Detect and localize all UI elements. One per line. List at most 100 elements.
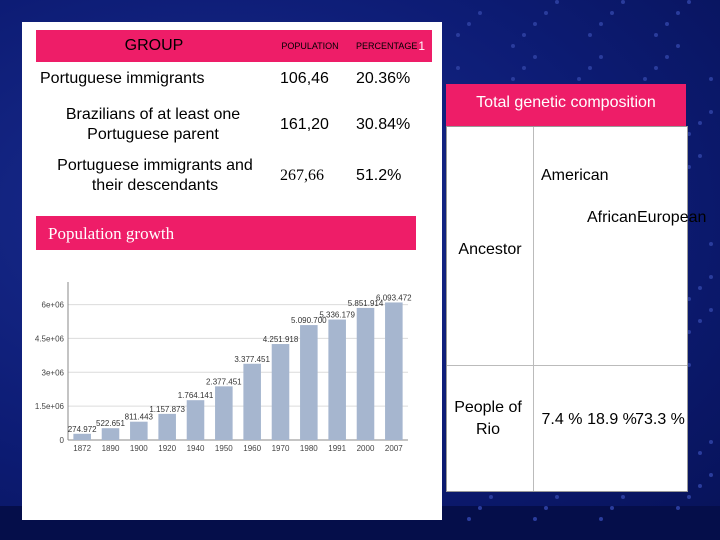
x-tick-label: 1872 (73, 444, 91, 453)
decor-dot (643, 77, 647, 81)
population-chart-svg: 0 1.5e+06 3e+06 4.5e+06 6e+06 274.972 1872 522.… (35, 282, 412, 453)
decor-dot (687, 132, 691, 136)
population-chart: 0 1.5e+06 3e+06 4.5e+06 6e+06 274.972 1872 522.… (28, 278, 414, 456)
bar-value-label: 522.651 (96, 419, 125, 428)
genetic-row-label-rio: People of Rio (454, 399, 522, 438)
genetic-col-american: American (541, 167, 609, 184)
row-3-percentage: 51.2% (356, 167, 402, 184)
bar-value-label: 5.090.700 (291, 316, 327, 325)
x-tick-label: 2007 (385, 444, 403, 453)
bar-value-label: 5.336.179 (319, 311, 355, 320)
decor-dot (687, 165, 691, 169)
bar-value-label: 811.443 (125, 413, 154, 422)
row-1-population: 106,46 (280, 70, 329, 87)
x-tick-label: 1970 (272, 444, 290, 453)
decor-dot (709, 308, 713, 312)
x-tick-label: 1980 (300, 444, 318, 453)
decor-dot (709, 110, 713, 114)
bar (130, 421, 148, 440)
row-3-population: 267,66 (280, 167, 324, 184)
decor-dot (577, 77, 581, 81)
decor-dot (533, 517, 537, 521)
decor-dot (665, 22, 669, 26)
decor-dot (698, 319, 702, 323)
bar (271, 344, 290, 440)
genetic-row-label-ancestor: Ancestor (458, 241, 522, 258)
y-tick-label: 6e+06 (42, 301, 65, 310)
row-1-group: Portuguese immigrants (40, 70, 205, 87)
decor-dot (533, 22, 537, 26)
decor-dot (522, 33, 526, 37)
decor-dot (456, 66, 460, 70)
bar (73, 433, 91, 440)
bar (328, 319, 346, 440)
decor-dot (555, 495, 559, 499)
decor-dot (478, 11, 482, 15)
header-marker: 1 (418, 39, 426, 53)
decor-dot (665, 55, 669, 59)
decor-dot (555, 0, 559, 4)
decor-dot (544, 11, 548, 15)
table-header: GROUP POPULATION PERCENTAGE 1 (36, 30, 432, 62)
bar-value-label: 1.157.873 (149, 405, 185, 414)
x-tick-label: 1920 (158, 444, 176, 453)
genetic-value-european: 73.3 % (635, 411, 685, 428)
x-tick-label: 1890 (102, 444, 120, 453)
decor-dot (687, 363, 691, 367)
bar (356, 307, 375, 440)
genetic-col-african: African (587, 209, 637, 226)
population-growth-banner: Population growth (36, 216, 416, 250)
bar-value-label: 4.251.918 (263, 335, 299, 344)
decor-dot (522, 66, 526, 70)
y-tick-label: 0 (60, 436, 65, 445)
decor-dot (467, 22, 471, 26)
decor-dot (709, 473, 713, 477)
x-tick-label: 2000 (357, 444, 375, 453)
decor-dot (676, 506, 680, 510)
x-tick-label: 1950 (215, 444, 233, 453)
decor-dot (588, 33, 592, 37)
genetic-title: Total genetic composition (476, 94, 656, 111)
decor-dot (698, 121, 702, 125)
row-2-group: Brazilians of at least one Portuguese pa… (65, 106, 241, 143)
decor-dot (676, 11, 680, 15)
y-tick-label: 3e+06 (42, 368, 65, 377)
genetic-table: Ancestor People of Rio American African … (446, 126, 706, 492)
decor-dot (511, 77, 515, 81)
decor-dot (610, 506, 614, 510)
decor-dot (687, 0, 691, 4)
header-group: GROUP (124, 37, 184, 54)
header-percentage-label: PERCENTAGE (356, 41, 418, 51)
decor-dot (456, 33, 460, 37)
bar-value-label: 5.851.914 (348, 299, 384, 308)
decor-dot (654, 66, 658, 70)
decor-dot (489, 495, 493, 499)
bar (215, 386, 233, 440)
decor-dot (621, 0, 625, 4)
bar (385, 302, 403, 440)
decor-dot (676, 44, 680, 48)
bar (243, 363, 261, 440)
genetic-value-american: 7.4 % (541, 411, 583, 428)
decor-dot (709, 77, 713, 81)
decor-dot (709, 275, 713, 279)
bar (101, 428, 120, 440)
x-tick-label: 1960 (243, 444, 261, 453)
decor-dot (698, 286, 702, 290)
bar-value-label: 1.764.141 (178, 391, 214, 400)
decor-dot (478, 506, 482, 510)
decor-dot (544, 506, 548, 510)
decor-dot (698, 154, 702, 158)
decor-dot (709, 440, 713, 444)
row-3-group: Portuguese immigrants and their descenda… (57, 157, 253, 194)
decor-dot (599, 55, 603, 59)
decor-dot (599, 22, 603, 26)
bar (186, 400, 205, 440)
population-growth-label: Population growth (48, 224, 175, 243)
bar (300, 325, 318, 440)
row-1-percentage: 20.36% (356, 70, 411, 87)
decor-dot (599, 517, 603, 521)
decor-dot (709, 242, 713, 246)
y-tick-label: 4.5e+06 (35, 334, 65, 343)
header-population: POPULATION (281, 41, 339, 51)
